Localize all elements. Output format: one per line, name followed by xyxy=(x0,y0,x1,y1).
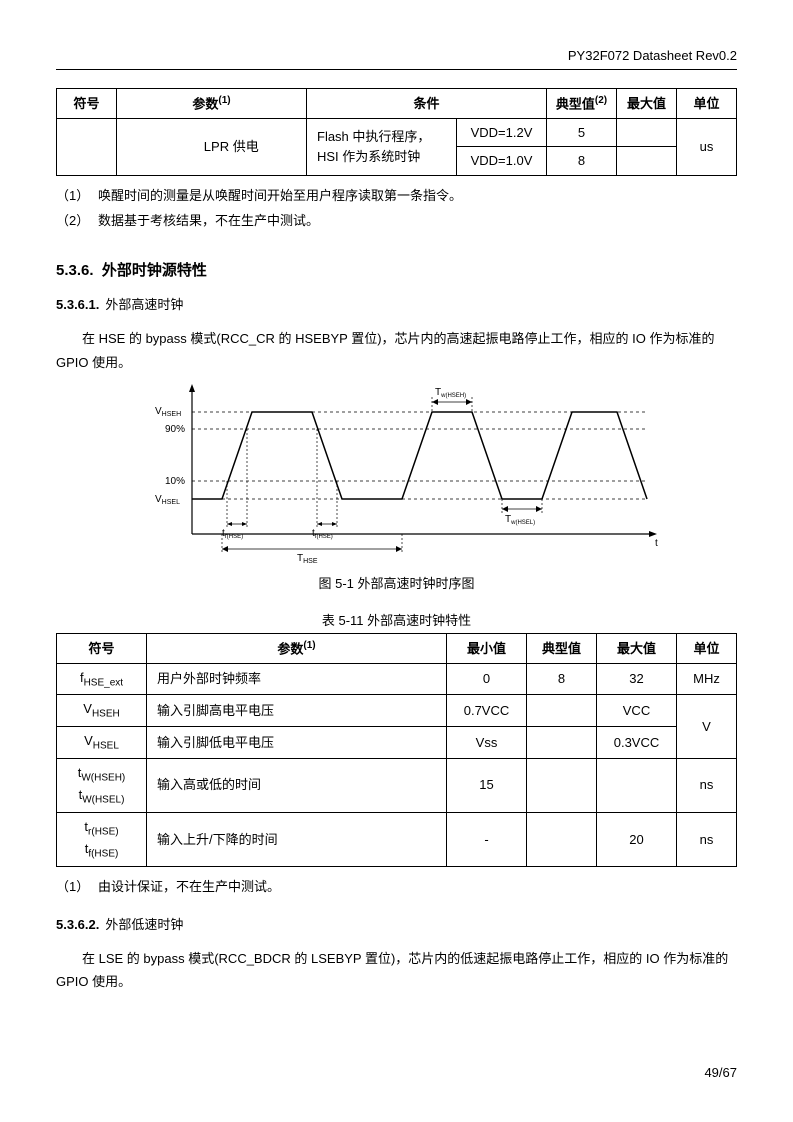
cell-typ xyxy=(527,727,597,759)
subsection-heading: 5.3.6.2. 外部低速时钟 xyxy=(56,914,737,933)
table-row: tW(HSEH)tW(HSEL) 输入高或低的时间 15 ns xyxy=(57,758,737,812)
cell-typ2: 8 xyxy=(547,147,617,176)
cell-vdd1: VDD=1.2V xyxy=(457,118,547,147)
note-text: 由设计保证，不在生产中测试。 xyxy=(98,875,280,900)
table2-caption: 表 5-11 外部高速时钟特性 xyxy=(56,610,737,629)
p90-label: 90% xyxy=(165,424,185,435)
page-number: 49/67 xyxy=(704,1065,737,1080)
paragraph: 在 HSE 的 bypass 模式(RCC_CR 的 HSEBYP 置位)，芯片… xyxy=(56,327,737,374)
table-header-row: 符号 参数(1) 最小值 典型值 最大值 单位 xyxy=(57,633,737,663)
twh-label: Tw(HSEH) xyxy=(435,387,466,399)
table1-notes: （1）唤醒时间的测量是从唤醒时间开始至用户程序读取第一条指令。 （2）数据基于考… xyxy=(56,184,737,233)
cell-supply: LPR 供电 xyxy=(157,118,307,175)
p10-label: 10% xyxy=(165,476,185,487)
cell-param: 输入上升/下降的时间 xyxy=(147,812,447,866)
cell-blank xyxy=(117,118,157,175)
cell-unit: V xyxy=(677,695,737,758)
subsection-title: 外部低速时钟 xyxy=(105,917,183,932)
th-cond: 条件 xyxy=(307,89,547,119)
cell-min: 15 xyxy=(447,758,527,812)
th-typ: 典型值(2) xyxy=(547,89,617,119)
th-symbol: 符号 xyxy=(57,89,117,119)
cell-cond-text: Flash 中执行程序，HSI 作为系统时钟 xyxy=(307,118,457,175)
thse-label: THSE xyxy=(297,553,318,564)
cell-min: 0.7VCC xyxy=(447,695,527,727)
cell-typ: 8 xyxy=(527,663,597,695)
section-title: 外部时钟源特性 xyxy=(102,262,207,279)
subsection-num: 5.3.6.1. xyxy=(56,297,99,312)
cell-param: 输入引脚高电平电压 xyxy=(147,695,447,727)
section-heading: 5.3.6. 外部时钟源特性 xyxy=(56,259,737,280)
cell-sym: VHSEL xyxy=(57,727,147,759)
th-unit: 单位 xyxy=(677,633,737,663)
th-typ: 典型值 xyxy=(527,633,597,663)
th-min: 最小值 xyxy=(447,633,527,663)
cell-typ xyxy=(527,695,597,727)
cell-unit: MHz xyxy=(677,663,737,695)
cell-symbol xyxy=(57,118,117,175)
subsection-num: 5.3.6.2. xyxy=(56,917,99,932)
note-num: （2） xyxy=(56,209,98,234)
cell-sym: fHSE_ext xyxy=(57,663,147,695)
cell-sym: tr(HSE)tf(HSE) xyxy=(57,812,147,866)
th-param: 参数(1) xyxy=(147,633,447,663)
cell-max: 20 xyxy=(597,812,677,866)
timing-svg: t VHSEH 90% 10% VHSEL tr(HSE) tf(HSE) TH… xyxy=(127,384,667,564)
subsection-heading: 5.3.6.1. 外部高速时钟 xyxy=(56,294,737,313)
paragraph: 在 LSE 的 bypass 模式(RCC_BDCR 的 LSEBYP 置位)，… xyxy=(56,947,737,994)
cell-unit: ns xyxy=(677,758,737,812)
cell-unit: ns xyxy=(677,812,737,866)
note-text: 唤醒时间的测量是从唤醒时间开始至用户程序读取第一条指令。 xyxy=(98,184,462,209)
cell-max: VCC xyxy=(597,695,677,727)
table2-notes: （1）由设计保证，不在生产中测试。 xyxy=(56,875,737,900)
cell-max xyxy=(597,758,677,812)
cell-unit: us xyxy=(677,118,737,175)
th-max: 最大值 xyxy=(617,89,677,119)
th-max: 最大值 xyxy=(597,633,677,663)
table-row: tr(HSE)tf(HSE) 输入上升/下降的时间 - 20 ns xyxy=(57,812,737,866)
wakeup-table: 符号 参数(1) 条件 典型值(2) 最大值 单位 LPR 供电 Flash 中… xyxy=(56,88,737,176)
t-axis-label: t xyxy=(655,538,658,549)
cell-max: 32 xyxy=(597,663,677,695)
th-symbol: 符号 xyxy=(57,633,147,663)
table-row: VHSEL 输入引脚低电平电压 Vss 0.3VCC xyxy=(57,727,737,759)
table-row: fHSE_ext 用户外部时钟频率 0 8 32 MHz xyxy=(57,663,737,695)
cell-typ xyxy=(527,758,597,812)
th-param: 参数(1) xyxy=(117,89,307,119)
header-rule xyxy=(56,69,737,70)
cell-typ1: 5 xyxy=(547,118,617,147)
subsection-title: 外部高速时钟 xyxy=(105,297,183,312)
cell-sym: VHSEH xyxy=(57,695,147,727)
note-num: （1） xyxy=(56,875,98,900)
cell-param: 输入高或低的时间 xyxy=(147,758,447,812)
cell-param: 输入引脚低电平电压 xyxy=(147,727,447,759)
tf-label: tf(HSE) xyxy=(312,528,333,540)
cell-max: 0.3VCC xyxy=(597,727,677,759)
cell-min: - xyxy=(447,812,527,866)
cell-typ xyxy=(527,812,597,866)
table-row: LPR 供电 Flash 中执行程序，HSI 作为系统时钟 VDD=1.2V 5… xyxy=(57,118,737,147)
note-num: （1） xyxy=(56,184,98,209)
vhseh-label: VHSEH xyxy=(155,406,181,418)
cell-min: 0 xyxy=(447,663,527,695)
cell-vdd2: VDD=1.0V xyxy=(457,147,547,176)
twl-label: Tw(HSEL) xyxy=(505,514,535,526)
doc-header: PY32F072 Datasheet Rev0.2 xyxy=(56,48,737,63)
cell-min: Vss xyxy=(447,727,527,759)
cell-max1 xyxy=(617,118,677,147)
cell-sym: tW(HSEH)tW(HSEL) xyxy=(57,758,147,812)
section-num: 5.3.6. xyxy=(56,262,94,279)
cell-param: 用户外部时钟频率 xyxy=(147,663,447,695)
timing-diagram: t VHSEH 90% 10% VHSEL tr(HSE) tf(HSE) TH… xyxy=(127,384,667,567)
figure-caption: 图 5-1 外部高速时钟时序图 xyxy=(56,573,737,592)
th-unit: 单位 xyxy=(677,89,737,119)
tr-label: tr(HSE) xyxy=(222,528,243,540)
hse-char-table: 符号 参数(1) 最小值 典型值 最大值 单位 fHSE_ext 用户外部时钟频… xyxy=(56,633,737,867)
table-header-row: 符号 参数(1) 条件 典型值(2) 最大值 单位 xyxy=(57,89,737,119)
cell-max2 xyxy=(617,147,677,176)
note-text: 数据基于考核结果，不在生产中测试。 xyxy=(98,209,319,234)
vhsel-label: VHSEL xyxy=(155,494,180,506)
table-row: VHSEH 输入引脚高电平电压 0.7VCC VCC V xyxy=(57,695,737,727)
